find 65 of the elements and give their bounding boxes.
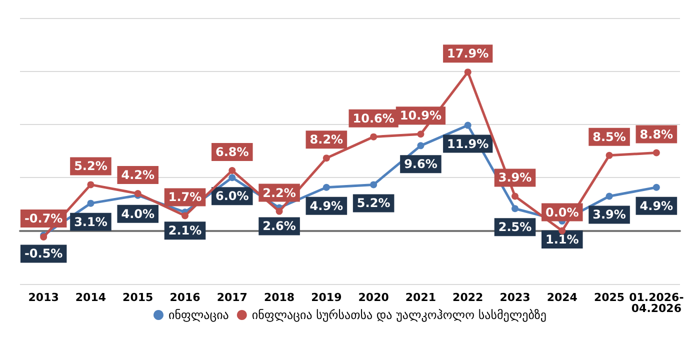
data-label: 1.7% bbox=[168, 190, 202, 204]
point bbox=[417, 130, 424, 138]
data-label: 9.6% bbox=[404, 157, 438, 172]
point bbox=[652, 149, 660, 156]
x-tick-label: 01.2026-04.2026 bbox=[629, 291, 684, 315]
x-tick-label: 2018 bbox=[264, 291, 295, 304]
data-label: 0.0% bbox=[546, 205, 579, 220]
point bbox=[606, 192, 613, 200]
legend-label: ინფლაცია bbox=[168, 308, 229, 322]
data-label: 2.2% bbox=[262, 186, 296, 200]
data-label: -0.7% bbox=[24, 212, 63, 226]
data-label: 2.5% bbox=[498, 220, 532, 234]
x-tick-label: 2024 bbox=[546, 291, 578, 304]
data-label: 4.0% bbox=[121, 206, 154, 221]
point bbox=[182, 212, 188, 220]
x-tick-label: 2016 bbox=[170, 291, 201, 304]
data-label: 3.9% bbox=[592, 208, 626, 222]
data-label: 1.1% bbox=[546, 232, 579, 247]
point bbox=[464, 68, 472, 76]
x-tick-label: 2015 bbox=[122, 291, 154, 304]
data-label: 17.9% bbox=[447, 46, 489, 61]
point bbox=[512, 192, 518, 200]
point bbox=[370, 133, 378, 140]
data-label: 10.6% bbox=[352, 111, 394, 126]
x-tick-label: 2014 bbox=[75, 291, 106, 304]
legend-label: ინფლაცია სურსათსა და უალკოჰოლო სასმელებზე bbox=[252, 308, 547, 322]
data-label: -0.5% bbox=[24, 246, 63, 261]
point bbox=[464, 122, 472, 129]
x-tick-label: 2017 bbox=[216, 291, 248, 304]
x-tick-label: 2020 bbox=[358, 291, 390, 304]
x-tick-label: 2025 bbox=[594, 291, 625, 304]
data-label: 11.9% bbox=[447, 136, 489, 151]
point bbox=[558, 227, 566, 234]
data-label: 3.9% bbox=[498, 170, 532, 185]
data-label: 3.1% bbox=[74, 214, 108, 229]
data-label: 8.5% bbox=[592, 130, 626, 144]
point bbox=[87, 181, 94, 188]
point bbox=[322, 184, 330, 191]
point bbox=[87, 200, 94, 207]
x-tick-label: 2019 bbox=[311, 291, 342, 304]
x-tick-label: 2022 bbox=[452, 291, 484, 304]
point bbox=[606, 152, 613, 159]
x-tick-label: 2023 bbox=[500, 291, 530, 304]
data-label: 5.2% bbox=[74, 159, 108, 174]
data-label: 4.9% bbox=[310, 198, 344, 213]
data-label: 4.9% bbox=[640, 198, 674, 213]
point bbox=[417, 142, 424, 150]
x-tick-label: 2013 bbox=[28, 291, 59, 304]
data-label: 5.2% bbox=[356, 196, 390, 210]
x-tick-label: 2021 bbox=[405, 291, 436, 304]
data-label: 4.2% bbox=[121, 168, 154, 182]
point bbox=[322, 154, 330, 162]
data-label: 10.9% bbox=[400, 108, 442, 123]
data-label: 2.1% bbox=[168, 224, 202, 238]
data-label: 6.8% bbox=[216, 145, 249, 160]
point bbox=[276, 208, 283, 215]
point bbox=[652, 184, 660, 191]
point bbox=[370, 181, 378, 188]
data-label: 6.0% bbox=[216, 189, 249, 204]
point bbox=[228, 174, 236, 182]
point bbox=[228, 167, 236, 174]
data-label: 2.6% bbox=[262, 219, 296, 234]
data-label: 8.2% bbox=[310, 132, 344, 147]
data-label: 8.8% bbox=[640, 127, 674, 142]
point bbox=[512, 205, 518, 212]
